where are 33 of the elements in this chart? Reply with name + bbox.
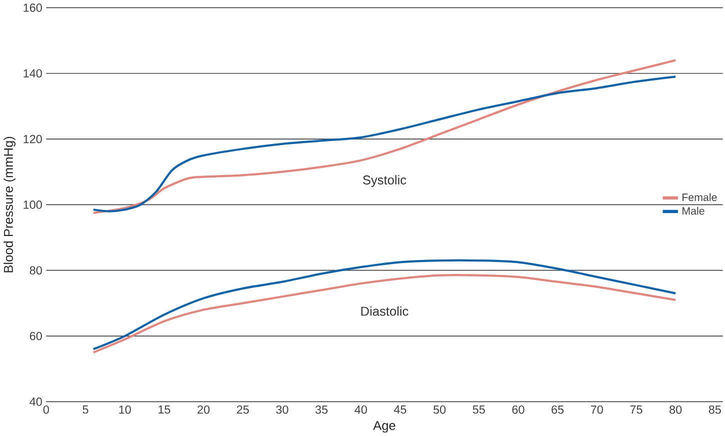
x-tick-label: 40 [354, 405, 367, 414]
x-tick-label: 15 [158, 405, 170, 414]
x-tick-label: 75 [630, 405, 642, 414]
x-tick-label: 10 [119, 405, 131, 414]
x-tick-label: 0 [43, 405, 49, 414]
x-tick-label: 35 [315, 405, 328, 414]
x-tick-label: 80 [670, 405, 682, 414]
annotation: Systolic [363, 175, 406, 187]
x-tick-label: 25 [236, 405, 249, 414]
x-tick-label: 30 [276, 405, 288, 414]
y-tick-label: 60 [30, 332, 42, 340]
x-tick-label: 5 [82, 405, 88, 414]
annotation: Diastolic [361, 306, 408, 316]
line-series [92, 274, 677, 354]
y-tick-label: 140 [24, 69, 42, 78]
legend-label: Female [682, 193, 717, 202]
x-tick-label: 55 [472, 405, 485, 414]
y-tick-label: 160 [24, 4, 42, 12]
y-axis-title: Blood Pressure (mmHg) [4, 136, 16, 272]
x-tick-label: 65 [552, 405, 564, 414]
x-tick-label: 45 [394, 405, 406, 414]
x-tick-label: 85 [708, 405, 721, 414]
x-tick-label: 20 [198, 405, 210, 414]
line-series [92, 259, 677, 350]
x-tick-label: 60 [512, 405, 524, 414]
y-tick-label: 100 [24, 200, 42, 209]
x-axis-title: Age [373, 421, 396, 433]
legend-label: Male [682, 206, 704, 215]
y-tick-label: 80 [30, 266, 42, 274]
y-tick-label: 40 [30, 398, 42, 406]
y-tick-label: 120 [24, 134, 42, 144]
x-tick-label: 50 [433, 405, 446, 414]
x-tick-label: 70 [590, 405, 603, 414]
